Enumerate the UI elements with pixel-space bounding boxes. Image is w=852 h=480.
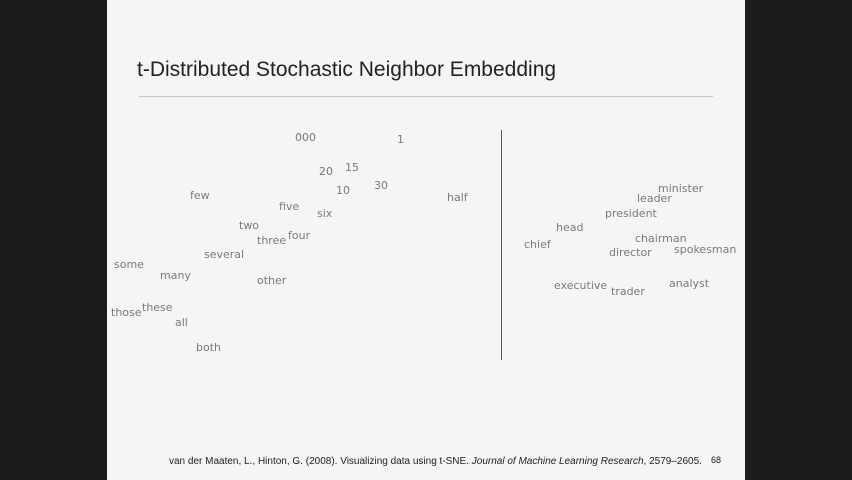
embedding-word: half <box>447 191 468 204</box>
embedding-word: executive <box>554 279 608 292</box>
embedding-word: 10 <box>336 184 350 197</box>
embedding-word: 1 <box>397 133 404 146</box>
embedding-word: all <box>175 316 188 329</box>
embedding-word: chief <box>524 238 551 251</box>
embedding-word: trader <box>611 285 645 298</box>
embedding-word: two <box>239 219 260 232</box>
page-number: 68 <box>711 455 722 465</box>
embedding-word: analyst <box>669 277 710 290</box>
embedding-word: some <box>114 258 144 271</box>
slide: t-Distributed Stochastic Neighbor Embedd… <box>107 0 745 480</box>
cluster-divider <box>501 130 502 360</box>
embedding-word: 000 <box>295 131 316 144</box>
embedding-word: three <box>257 234 287 247</box>
embedding-word: director <box>609 246 652 259</box>
embedding-word: few <box>190 189 210 202</box>
embedding-word: 20 <box>319 165 333 178</box>
citation: van der Maaten, L., Hinton, G. (2008). V… <box>169 456 702 467</box>
embedding-word: minister <box>658 182 704 195</box>
embedding-word: several <box>204 248 245 261</box>
embedding-word: both <box>196 341 221 354</box>
embedding-word: president <box>605 207 657 220</box>
embedding-word: four <box>288 229 311 242</box>
embedding-word: 30 <box>374 179 388 192</box>
citation-authors: van der Maaten, L., Hinton, G. (2008). V… <box>169 456 472 467</box>
embedding-word: chairman <box>635 232 687 245</box>
embedding-word: those <box>111 306 142 319</box>
embedding-word: six <box>317 207 333 220</box>
embedding-word: spokesman <box>674 243 737 256</box>
embedding-word: other <box>257 274 287 287</box>
slide-title: t-Distributed Stochastic Neighbor Embedd… <box>137 58 557 81</box>
citation-journal: Journal of Machine Learning Research <box>471 456 644 467</box>
citation-pages: , 2579–2605. <box>643 456 702 467</box>
embedding-word: many <box>160 269 191 282</box>
embedding-word: head <box>556 221 584 234</box>
embedding-word: 15 <box>345 161 359 174</box>
title-divider <box>139 96 713 97</box>
embedding-word: leader <box>637 192 672 205</box>
embedding-word: five <box>279 200 300 213</box>
embedding-word: these <box>142 301 173 314</box>
